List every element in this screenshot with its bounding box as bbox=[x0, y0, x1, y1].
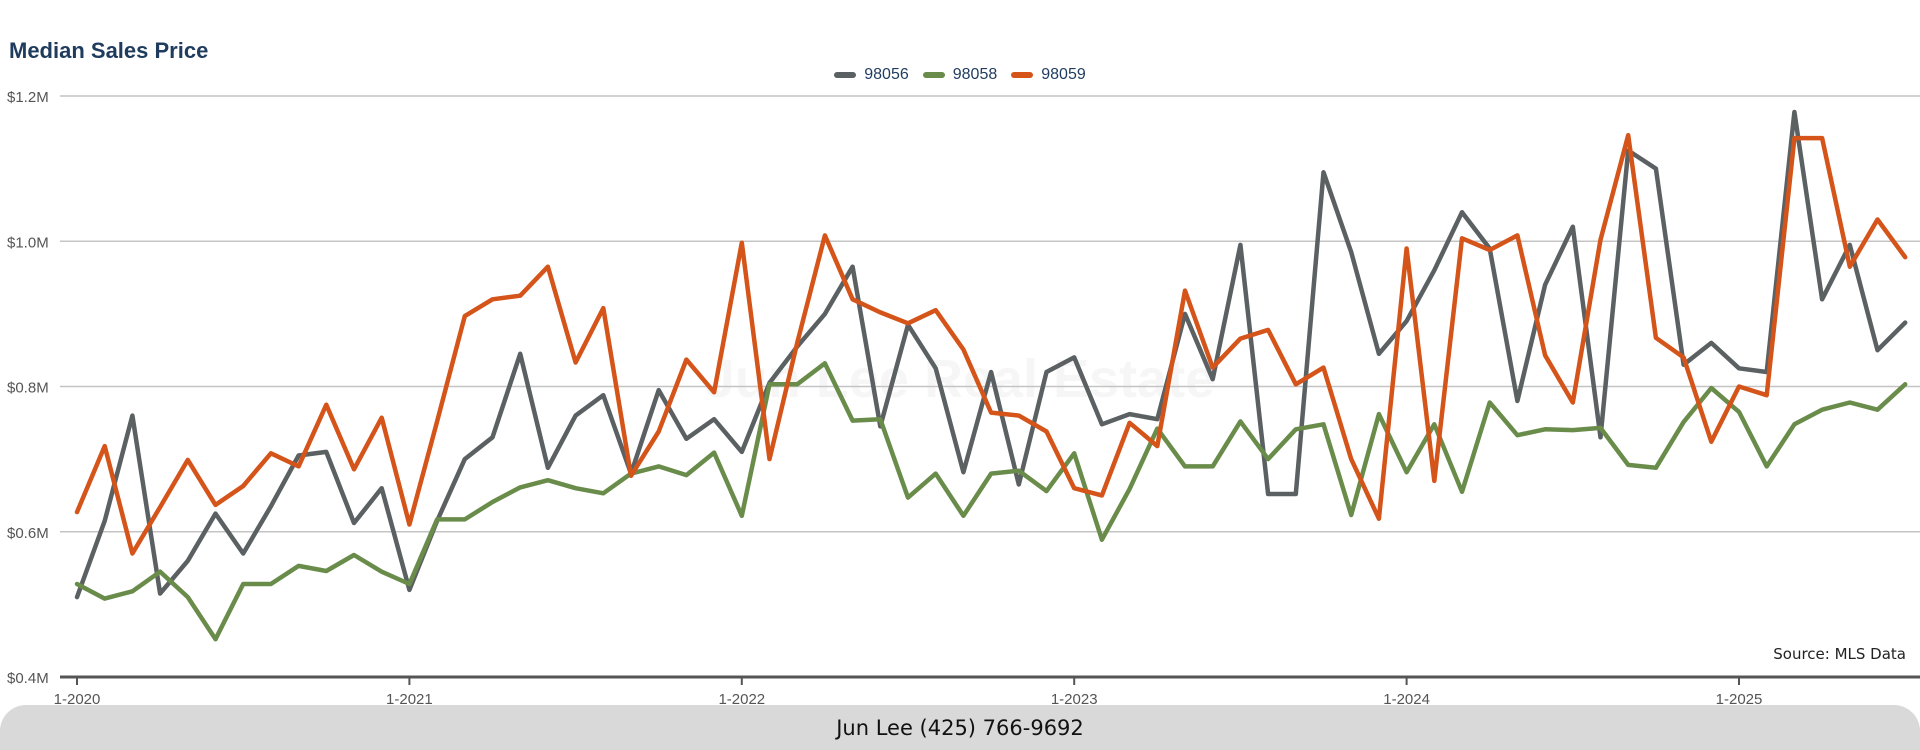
series-line-98056 bbox=[74, 109, 1908, 600]
x-tick-label: 1-2020 bbox=[54, 691, 101, 705]
footer-bar: Jun Lee (425) 766-9692 bbox=[0, 705, 1920, 750]
legend-swatch-98056 bbox=[834, 72, 857, 78]
source-note: Source: MLS Data bbox=[1773, 645, 1906, 663]
legend: 98056 98058 98059 bbox=[0, 66, 1920, 84]
y-tick-label: $0.6M bbox=[7, 525, 49, 542]
x-tick-label: 1-2024 bbox=[1383, 691, 1430, 705]
y-tick-label: $0.8M bbox=[7, 380, 49, 397]
y-tick-label: $0.4M bbox=[7, 670, 49, 687]
x-tick-label: 1-2023 bbox=[1051, 691, 1098, 705]
legend-label-98059: 98059 bbox=[1041, 66, 1086, 83]
legend-item-98056[interactable]: 98056 bbox=[834, 66, 909, 84]
legend-item-98059[interactable]: 98059 bbox=[1011, 66, 1086, 84]
x-tick-label: 1-2021 bbox=[386, 691, 433, 705]
legend-item-98058[interactable]: 98058 bbox=[922, 66, 998, 84]
chart-plot: $0.4M $0.6M $0.8M $1.0M $1.2M 1-2020 1-2021 1-2… bbox=[7, 89, 1920, 705]
legend-swatch-98059 bbox=[1011, 72, 1034, 78]
series-line-98059 bbox=[74, 132, 1908, 556]
series-line-98058 bbox=[74, 361, 1908, 642]
x-tick-label: 1-2022 bbox=[718, 691, 765, 705]
legend-label-98058: 98058 bbox=[952, 66, 998, 83]
chart-title: Median Sales Price bbox=[9, 38, 209, 63]
x-tick-label: 1-2025 bbox=[1716, 691, 1763, 705]
y-tick-label: $1.0M bbox=[7, 234, 49, 251]
legend-label-98056: 98056 bbox=[864, 66, 909, 83]
footer-contact: Jun Lee (425) 766-9692 bbox=[836, 715, 1084, 740]
legend-swatch-98058 bbox=[922, 72, 945, 78]
y-tick-label: $1.2M bbox=[7, 89, 49, 106]
